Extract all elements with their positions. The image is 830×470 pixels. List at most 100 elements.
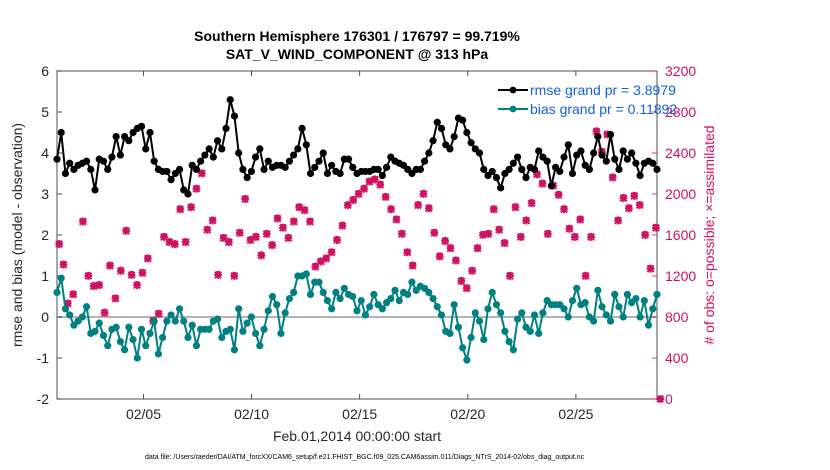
rmse-series-point — [150, 157, 158, 165]
obs-assimilated-point — [570, 233, 579, 241]
bias-series-point — [150, 317, 158, 325]
bias-series-point — [78, 313, 86, 321]
bias-series-point — [167, 311, 175, 319]
rmse-series-point — [125, 137, 133, 145]
bias-series-point — [543, 297, 551, 305]
obs-assimilated-point — [208, 216, 217, 225]
bias-series-point — [522, 323, 530, 331]
bias-series-point — [513, 315, 522, 323]
y-right-tick-label: 2000 — [665, 186, 696, 202]
rmse-series-point — [518, 165, 526, 173]
obs-assimilated-point — [116, 266, 125, 275]
bias-series-point — [433, 303, 441, 311]
bias-series-point — [623, 290, 632, 299]
rmse-series-point — [256, 145, 264, 153]
y-right-tick-label: 1200 — [665, 268, 696, 284]
obs-assimilated-point — [543, 230, 552, 238]
bias-series-point — [640, 297, 648, 305]
rmse-series-point — [247, 167, 255, 176]
rmse-series-point — [594, 133, 602, 141]
obs-assimilated-point — [219, 234, 228, 242]
rmse-series-point — [163, 167, 171, 176]
bias-series-point — [239, 327, 247, 335]
rmse-series-point — [129, 128, 137, 137]
obs-assimilated-point — [284, 234, 293, 242]
bias-series-point — [247, 313, 255, 321]
rmse-series-point — [205, 145, 213, 153]
bias-series-point — [57, 274, 65, 282]
rmse-series-point — [218, 145, 226, 153]
rmse-series-point — [323, 169, 332, 178]
rmse-series-point — [649, 159, 657, 167]
bias-series-point — [598, 303, 606, 311]
obs-assimilated-point — [646, 264, 655, 273]
obs-assimilated-point — [327, 248, 336, 257]
rmse-series-point — [378, 171, 386, 180]
rmse-series-point — [306, 169, 315, 178]
rmse-series-point — [285, 157, 293, 165]
obs-assimilated-point — [608, 173, 617, 182]
bias-series-point — [564, 313, 572, 321]
bias-series-point — [302, 270, 310, 278]
rmse-series-point — [480, 165, 488, 173]
bias-series-point — [404, 290, 412, 299]
rmse-series-point — [577, 147, 585, 155]
rmse-series-point — [87, 165, 95, 173]
bias-series-point — [121, 346, 129, 354]
obs-assimilated-point — [100, 308, 109, 317]
rmse-series-point — [121, 133, 129, 141]
x-tick-label: 02/25 — [558, 406, 593, 422]
bias-series-point — [374, 301, 382, 309]
bias-series-point — [235, 305, 243, 313]
y-tick-label: 5 — [41, 104, 49, 120]
obs-assimilated-point — [656, 395, 665, 403]
rmse-series-point — [425, 149, 433, 157]
obs-assimilated-point — [635, 201, 644, 210]
bias-series-point — [66, 311, 74, 319]
rmse-series-point — [235, 149, 243, 157]
obs-assimilated-point — [484, 230, 493, 238]
bias-series-point — [82, 303, 91, 311]
y-tick-label: -1 — [37, 350, 50, 366]
obs-assimilated-point — [624, 204, 633, 213]
rmse-series-point — [167, 176, 175, 184]
rmse-series-point — [328, 161, 336, 169]
rmse-series-point — [142, 145, 150, 153]
rmse-series-point — [543, 157, 551, 165]
plot-area: -2 -1 0 1 2 3 4 5 6 0 400 800 1200 1600 2000 2400 2800 32… — [37, 63, 697, 422]
obs-assimilated-point — [652, 223, 660, 232]
bias-series-point — [226, 325, 234, 333]
rmse-series-point — [91, 186, 99, 194]
chart-title: Southern Hemisphere 176301 / 176797 = 99… — [194, 28, 520, 44]
obs-assimilated-point — [160, 233, 168, 241]
bias-series-point — [636, 313, 644, 321]
rmse-series-point — [239, 165, 247, 173]
rmse-series-point — [298, 124, 306, 132]
obs-assimilated-point — [338, 221, 347, 230]
bias-series-point — [205, 325, 213, 333]
rmse-series-point — [484, 171, 492, 180]
bias-series-point — [480, 335, 488, 344]
bias-series-point — [61, 305, 70, 313]
rmse-series-point — [53, 155, 61, 163]
bias-series-point — [142, 342, 150, 350]
y-tick-label: 3 — [41, 186, 49, 202]
bias-series-point — [585, 313, 593, 321]
bias-series-point — [260, 325, 268, 333]
y-right-tick-label: 1600 — [665, 227, 696, 243]
bias-series-point — [573, 284, 581, 292]
obs-assimilated-point — [300, 206, 309, 215]
bias-series-point — [70, 321, 78, 329]
rmse-series-point — [628, 149, 636, 157]
bias-series-point — [425, 288, 433, 296]
obs-assimilated-point — [500, 239, 509, 248]
bias-series-point — [112, 323, 120, 331]
rmse-series-point — [450, 133, 458, 141]
bias-series-point — [366, 303, 374, 311]
bias-series-point — [353, 307, 361, 315]
obs-assimilated-point — [387, 205, 395, 214]
bias-series-point — [539, 309, 547, 317]
rmse-series-point — [568, 169, 577, 178]
obs-assimilated-point — [154, 310, 163, 318]
obs-assimilated-point — [365, 177, 374, 186]
